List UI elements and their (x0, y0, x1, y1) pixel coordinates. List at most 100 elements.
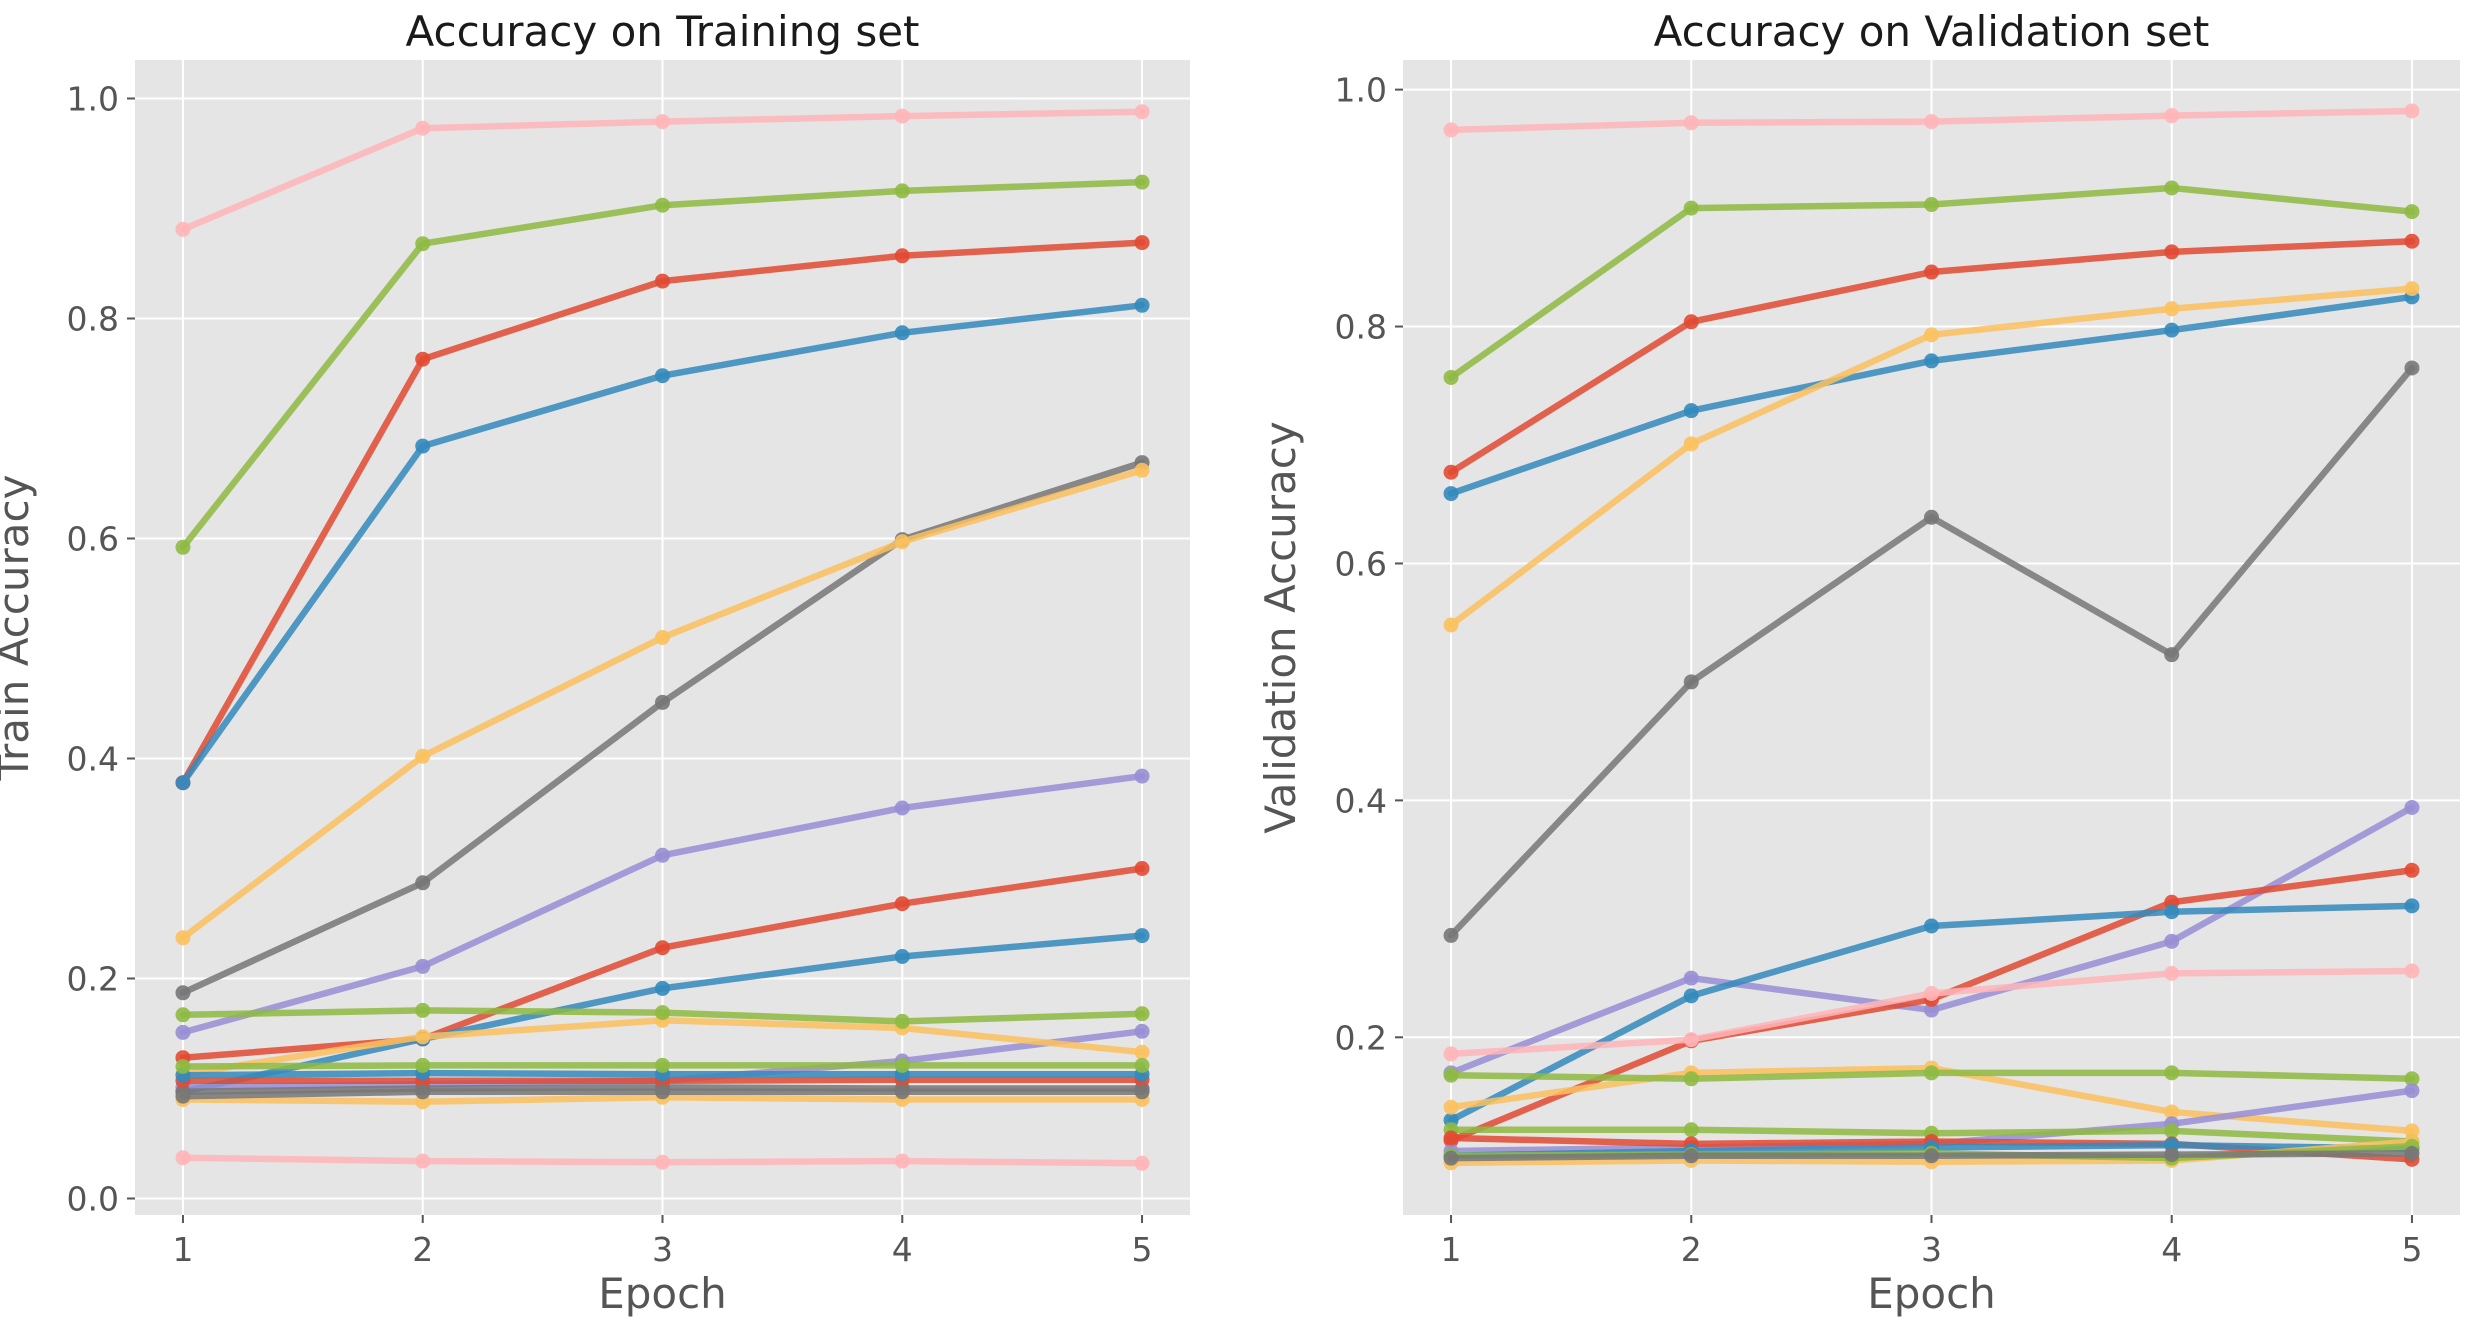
train-series-16-point (1134, 1057, 1150, 1073)
training-accuracy-panel: 1 2 3 4 5 0.0 0.2 0.4 0.6 0.8 1.0 Accuracy on Train… (0, 7, 1190, 1318)
train-series-5-point (1134, 174, 1150, 190)
val-series-2-point (1924, 1002, 1939, 1018)
train-series-1-point (415, 438, 431, 454)
val-series-0-point (2404, 233, 2420, 249)
val-series-12-point (2404, 1083, 2420, 1099)
val-series-10-point (2404, 1123, 2420, 1139)
val-y-tick-label: 1.0 (1335, 71, 1387, 110)
train-series-6-point (655, 114, 670, 130)
train-series-16-point (655, 1057, 670, 1073)
train-y-tick-label: 0.6 (67, 520, 119, 559)
train-series-5-point (655, 197, 670, 213)
train-series-16-point (175, 1059, 191, 1074)
train-series-3-point (175, 985, 191, 1001)
train-y-tick-label: 0.0 (67, 1180, 119, 1219)
val-series-3-point (2404, 360, 2420, 376)
val-chart-title: Accuracy on Validation set (1654, 7, 2210, 56)
train-series-18-point (655, 1084, 670, 1100)
val-x-tick-label: 2 (1681, 1230, 1702, 1269)
val-series-11-point (1443, 1067, 1459, 1083)
train-x-tick-label: 5 (1132, 1230, 1153, 1269)
val-series-3-point (1924, 509, 1939, 525)
train-series-16-point (894, 1057, 910, 1073)
train-series-8-point (1134, 928, 1150, 944)
val-series-13-point (2164, 1123, 2180, 1139)
train-series-2-point (655, 847, 670, 863)
train-y-axis-label: Train Accuracy (0, 475, 38, 782)
val-series-4-point (2164, 301, 2180, 317)
val-series-5-point (2404, 204, 2420, 220)
val-series-8-point (2164, 904, 2180, 920)
train-series-2-point (1134, 768, 1150, 784)
val-series-9-point (2164, 965, 2180, 981)
val-series-3-point (1683, 674, 1699, 690)
val-series-4-point (2404, 281, 2420, 297)
val-series-11-point (1683, 1071, 1699, 1087)
val-x-tick-label: 4 (2161, 1230, 2182, 1269)
train-series-5-point (415, 236, 431, 252)
val-series-8-point (1683, 988, 1699, 1004)
train-chart-title: Accuracy on Training set (405, 7, 919, 56)
train-series-13-point (894, 1153, 910, 1169)
train-series-11-point (415, 1029, 431, 1045)
train-series-6-point (175, 221, 191, 237)
train-series-11-point (1134, 1044, 1150, 1060)
train-series-1-point (655, 368, 670, 384)
train-series-16-point (415, 1057, 431, 1073)
val-series-10-point (1443, 1099, 1459, 1115)
val-series-5-point (2164, 180, 2180, 196)
train-series-4-point (415, 748, 431, 764)
train-series-1-point (175, 775, 191, 791)
val-series-11-point (1924, 1065, 1939, 1081)
val-series-1-point (1443, 486, 1459, 502)
train-series-4-point (175, 930, 191, 946)
train-series-4-point (655, 630, 670, 645)
train-series-18-point (1134, 1084, 1150, 1100)
val-series-7-point (2404, 862, 2420, 878)
val-series-6-point (1924, 114, 1939, 130)
val-series-1-point (1683, 403, 1699, 419)
val-series-4-point (1443, 617, 1459, 633)
train-series-18-point (415, 1084, 431, 1100)
train-x-tick-label: 3 (652, 1230, 673, 1269)
val-y-tick-label: 0.8 (1335, 308, 1387, 347)
train-y-tick-label: 0.2 (67, 960, 119, 999)
train-series-8-point (655, 980, 670, 996)
val-series-18-point (2164, 1147, 2180, 1163)
val-y-tick-label: 0.2 (1335, 1018, 1387, 1057)
train-series-18-point (894, 1084, 910, 1100)
val-series-2-point (1683, 970, 1699, 986)
train-series-13-point (655, 1154, 670, 1170)
train-series-0-point (1134, 235, 1150, 251)
val-series-1-point (1924, 353, 1939, 369)
val-series-6-point (2404, 103, 2420, 119)
train-series-12-point (655, 1005, 670, 1021)
train-series-13-point (1134, 1155, 1150, 1171)
val-series-18-point (1683, 1148, 1699, 1164)
train-series-2-point (175, 1024, 191, 1040)
train-series-13-point (175, 1150, 191, 1166)
train-series-12-point (894, 1013, 910, 1029)
val-y-tick-label: 0.6 (1335, 544, 1387, 583)
val-series-6-point (2164, 108, 2180, 124)
train-series-13-point (415, 1153, 431, 1169)
val-x-tick-label: 1 (1441, 1230, 1462, 1269)
train-series-4-point (894, 534, 910, 550)
train-x-tick-label: 1 (172, 1230, 193, 1269)
train-y-tick-label: 0.4 (67, 740, 119, 779)
val-series-8-point (1924, 918, 1939, 934)
val-series-4-point (1924, 327, 1939, 343)
train-series-12-point (175, 1007, 191, 1023)
val-series-9-point (1924, 985, 1939, 1001)
val-series-8-point (2404, 898, 2420, 914)
train-series-7-point (655, 940, 670, 956)
val-series-0-point (2164, 244, 2180, 260)
val-series-11-point (2404, 1071, 2420, 1087)
train-x-axis-label: Epoch (598, 1269, 727, 1318)
train-series-0-point (415, 351, 431, 367)
val-series-5-point (1443, 369, 1459, 385)
train-x-tick-label: 4 (892, 1230, 913, 1269)
val-series-6-point (1683, 115, 1699, 131)
